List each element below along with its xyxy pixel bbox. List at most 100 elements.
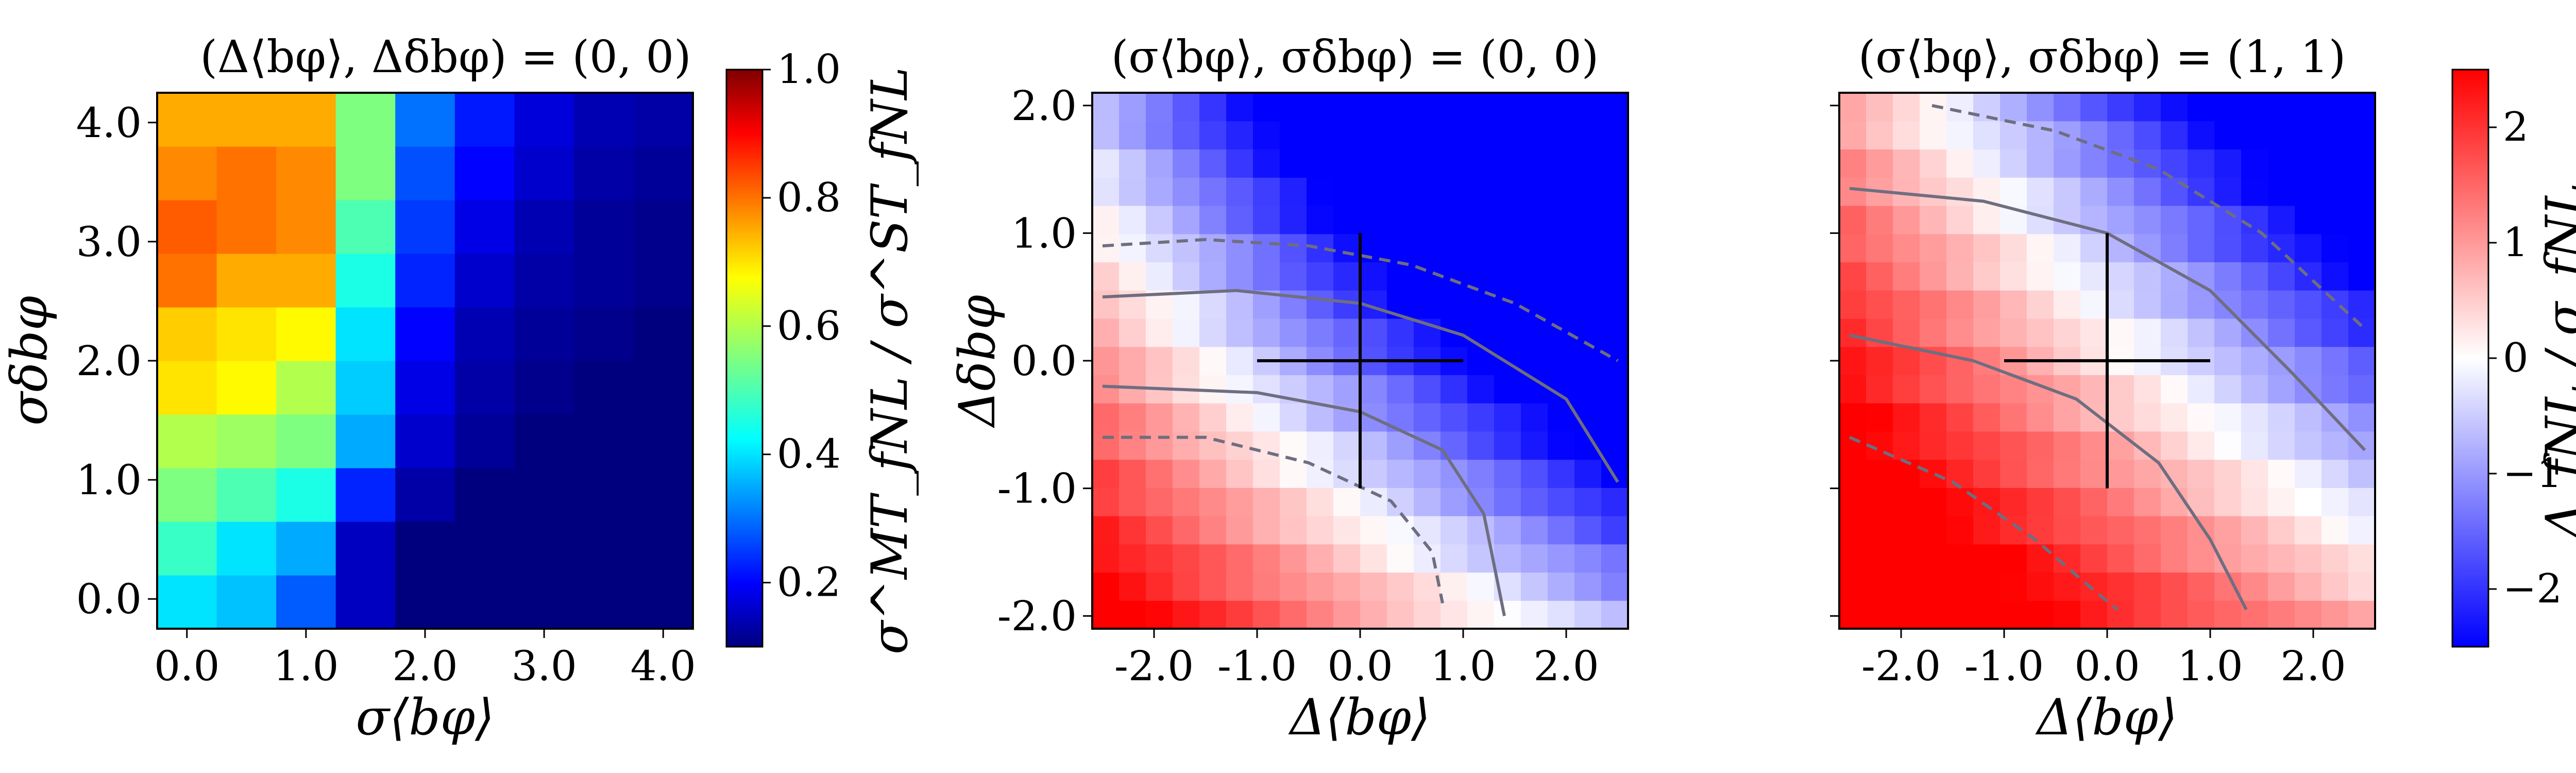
panel-2: (σ⟨bφ⟩, σδbφ) = (0, 0) -2.0 -1.0 0.0 1.0 2.0… <box>948 31 1629 746</box>
heatmap-cell <box>514 93 574 147</box>
heatmap-cell <box>1226 403 1253 432</box>
heatmap-cell <box>1307 375 1334 404</box>
panel-2-xlabel: Δ⟨bφ⟩ <box>1288 688 1431 746</box>
heatmap-cell <box>1360 375 1387 404</box>
heatmap-cell <box>2321 544 2349 573</box>
heatmap-cell <box>633 468 693 522</box>
heatmap-cell <box>2027 488 2054 516</box>
heatmap-cell <box>1414 488 1441 516</box>
heatmap-cell <box>1333 177 1361 206</box>
heatmap-cell <box>1839 262 1867 291</box>
heatmap-cell <box>514 414 574 468</box>
heatmap-cell <box>2134 544 2161 573</box>
heatmap-cell <box>395 307 455 361</box>
heatmap-cell <box>1092 459 1120 488</box>
heatmap-cell <box>1119 600 1146 629</box>
heatmap-cell <box>1440 205 1468 234</box>
heatmap-cell <box>2161 544 2188 573</box>
panel-2-cells <box>1092 93 1629 629</box>
heatmap-cell <box>1360 205 1387 234</box>
heatmap-cell <box>1092 205 1120 234</box>
heatmap-cell <box>1548 205 1575 234</box>
heatmap-cell <box>2134 516 2161 545</box>
panel-3-xlabel: Δ⟨bφ⟩ <box>2035 688 2178 746</box>
heatmap-cell <box>573 361 634 415</box>
heatmap-cell <box>1521 488 1548 516</box>
heatmap-cell <box>1092 375 1120 404</box>
heatmap-cell <box>2348 375 2376 404</box>
heatmap-cell <box>2241 233 2268 263</box>
heatmap-cell <box>2214 262 2242 291</box>
heatmap-cell <box>1333 431 1361 460</box>
heatmap-cell <box>2188 544 2215 573</box>
heatmap-cell <box>2321 205 2349 234</box>
heatmap-cell <box>2268 488 2295 516</box>
heatmap-cell <box>1839 290 1867 319</box>
heatmap-cell <box>157 361 217 415</box>
heatmap-cell <box>1946 375 1974 404</box>
colorbar-2: −2 −1 0 1 2 Δ_fNL / σ_fNL <box>2451 69 2576 648</box>
heatmap-cell <box>1199 403 1227 432</box>
heatmap-cell <box>2241 375 2268 404</box>
heatmap-cell <box>2295 205 2322 234</box>
heatmap-cell <box>2188 205 2215 234</box>
colorbar-tick-label: −2 <box>2503 566 2562 612</box>
heatmap-cell <box>1360 318 1387 347</box>
heatmap-cell <box>2027 572 2054 601</box>
heatmap-cell <box>1574 205 1602 234</box>
heatmap-cell <box>1973 488 2001 516</box>
heatmap-cell <box>1467 93 1495 122</box>
contour-solid <box>1102 289 1619 483</box>
heatmap-cell <box>2027 459 2054 488</box>
heatmap-cell <box>633 575 693 629</box>
panel-1-xlabel: σ⟨bφ⟩ <box>355 688 494 746</box>
heatmap-cell <box>1173 262 1200 291</box>
heatmap-cell <box>633 361 693 415</box>
heatmap-cell <box>1839 205 1867 234</box>
heatmap-cell <box>1199 93 1227 122</box>
heatmap-cell <box>1521 600 1548 629</box>
heatmap-cell <box>1307 600 1334 629</box>
heatmap-cell <box>2295 431 2322 460</box>
heatmap-cell <box>2268 177 2295 206</box>
heatmap-cell <box>1946 544 1974 573</box>
heatmap-cell <box>1920 121 1947 150</box>
heatmap-cell <box>1494 516 1521 545</box>
heatmap-cell <box>1307 149 1334 178</box>
heatmap-cell <box>1440 233 1468 263</box>
heatmap-cell <box>2027 149 2054 178</box>
heatmap-cell <box>1307 403 1334 432</box>
x-tick-label: 0.0 <box>1327 642 1393 690</box>
heatmap-cell <box>2321 149 2349 178</box>
heatmap-cell <box>1920 177 1947 206</box>
heatmap-cell <box>2321 93 2349 122</box>
heatmap-cell <box>1440 93 1468 122</box>
heatmap-cell <box>2268 205 2295 234</box>
heatmap-cell <box>1574 262 1602 291</box>
heatmap-cell <box>1574 459 1602 488</box>
heatmap-cell <box>335 93 396 147</box>
heatmap-cell <box>633 200 693 254</box>
heatmap-cell <box>1467 375 1495 404</box>
heatmap-cell <box>1920 262 1947 291</box>
heatmap-cell <box>1092 431 1120 460</box>
heatmap-cell <box>1280 205 1307 234</box>
heatmap-cell <box>1946 403 1974 432</box>
heatmap-cell <box>454 93 515 147</box>
heatmap-cell <box>1839 459 1867 488</box>
panel-3-overlay <box>1849 104 2366 611</box>
heatmap-cell <box>1119 544 1146 573</box>
colorbar-tick-label: 0.4 <box>777 431 841 478</box>
heatmap-cell <box>2268 544 2295 573</box>
heatmap-cell <box>2134 488 2161 516</box>
heatmap-cell <box>2054 318 2081 347</box>
heatmap-cell <box>1548 600 1575 629</box>
heatmap-cell <box>276 414 336 468</box>
heatmap-cell <box>1839 149 1867 178</box>
heatmap-cell <box>1893 375 1920 404</box>
heatmap-cell <box>1839 233 1867 263</box>
heatmap-cell <box>1440 516 1468 545</box>
heatmap-cell <box>1893 459 1920 488</box>
heatmap-cell <box>2188 318 2215 347</box>
heatmap-cell <box>1092 318 1120 347</box>
